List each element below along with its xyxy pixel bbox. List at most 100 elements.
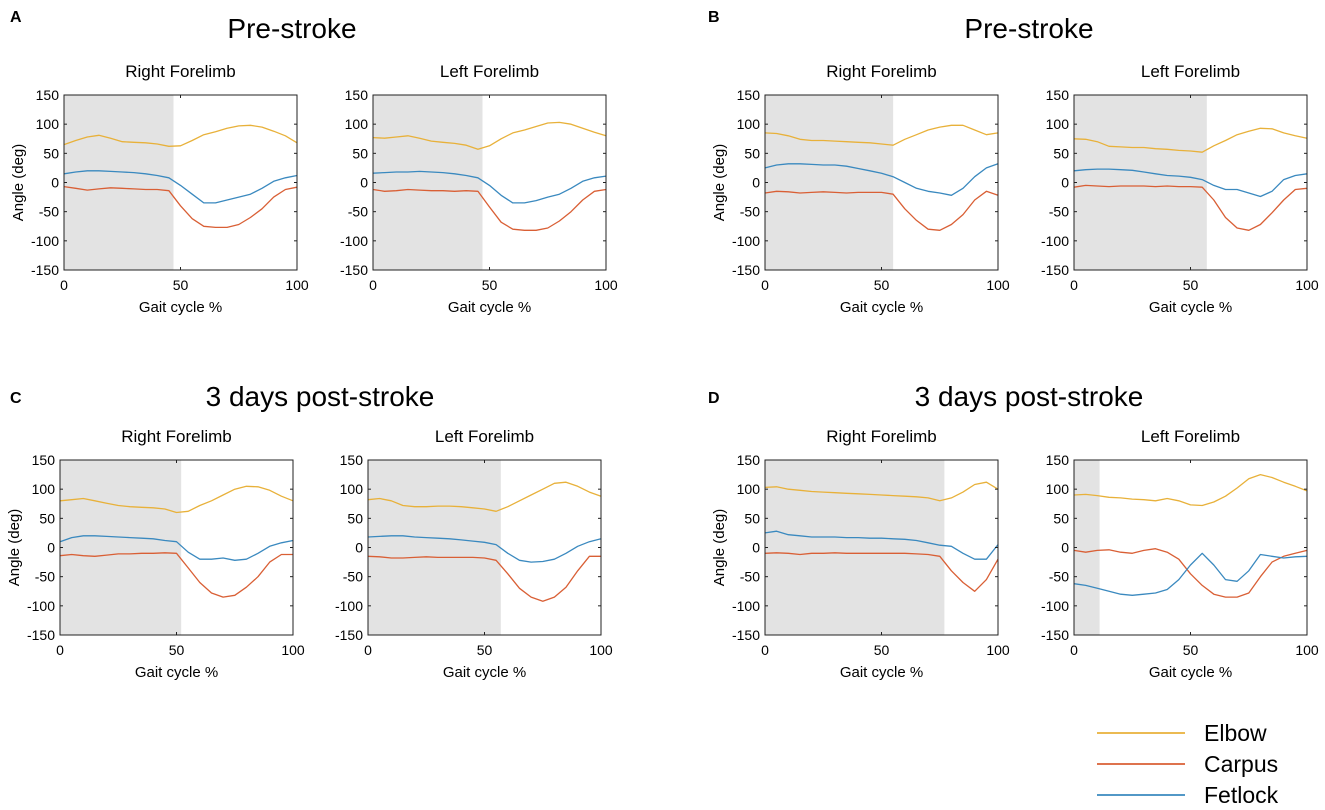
- series-line-carpus: [372, 188, 607, 231]
- series-line-carpus: [1073, 184, 1308, 231]
- y-tick-label: -150: [1041, 262, 1069, 278]
- y-tick-label: -50: [39, 204, 59, 220]
- stance-phase-shading: [765, 95, 894, 270]
- y-tick-label: -150: [31, 262, 59, 278]
- x-axis-label: Gait cycle %: [443, 664, 526, 681]
- y-tick-label: -100: [732, 598, 760, 614]
- x-tick-label: 0: [1070, 277, 1078, 293]
- x-tick-label: 50: [169, 642, 185, 658]
- y-tick-label: -150: [335, 627, 363, 643]
- subplot-title: Right Forelimb: [125, 62, 236, 81]
- y-tick-label: 150: [36, 87, 60, 103]
- y-tick-label: -50: [343, 569, 363, 585]
- x-tick-label: 50: [1183, 277, 1199, 293]
- panel-title: Pre-stroke: [227, 13, 356, 44]
- y-tick-label: 150: [340, 452, 364, 468]
- x-tick-label: 0: [1070, 642, 1078, 658]
- series-line-fetlock: [1073, 552, 1308, 596]
- x-tick-label: 0: [761, 642, 769, 658]
- series-line-elbow: [1073, 473, 1308, 507]
- x-tick-label: 50: [477, 642, 493, 658]
- y-axis-label: Angle (deg): [711, 144, 728, 222]
- x-tick-label: 0: [761, 277, 769, 293]
- y-tick-label: -100: [1041, 598, 1069, 614]
- panel-letter: C: [10, 390, 22, 407]
- series-line-carpus: [63, 185, 298, 229]
- panel-d: D 3 days post-stroke Right Forelimb 150 100 5…: [708, 381, 1319, 681]
- y-tick-label: -150: [27, 627, 55, 643]
- subplot-title: Left Forelimb: [1141, 427, 1240, 446]
- y-tick-label: 50: [347, 510, 363, 526]
- y-tick-label: -50: [1049, 569, 1069, 585]
- series-line-fetlock: [764, 163, 999, 196]
- y-tick-label: -50: [1049, 204, 1069, 220]
- x-axis-label: Gait cycle %: [840, 664, 923, 681]
- y-tick-label: 0: [47, 540, 55, 556]
- stance-phase-shading: [1074, 95, 1207, 270]
- legend: Elbow Carpus Fetlock: [1097, 720, 1279, 808]
- x-tick-label: 100: [281, 642, 305, 658]
- panel-a: A Pre-stroke Right Forelimb 150 100 50 0 -50 -10…: [10, 9, 618, 316]
- x-axis-label: Gait cycle %: [1149, 664, 1232, 681]
- x-tick-label: 100: [986, 642, 1010, 658]
- series-line-fetlock: [367, 535, 602, 563]
- y-tick-label: -50: [35, 569, 55, 585]
- panel-letter: B: [708, 9, 720, 26]
- y-tick-label: -100: [27, 598, 55, 614]
- y-tick-label: 0: [360, 175, 368, 191]
- series-line-carpus: [764, 552, 999, 592]
- x-tick-label: 100: [589, 642, 613, 658]
- legend-label-carpus: Carpus: [1204, 751, 1278, 777]
- series-line-carpus: [764, 190, 999, 231]
- subplot-title: Left Forelimb: [435, 427, 534, 446]
- series-line-elbow: [367, 481, 602, 512]
- x-tick-label: 100: [986, 277, 1010, 293]
- y-tick-label: 150: [1046, 452, 1070, 468]
- panel-title: 3 days post-stroke: [915, 381, 1144, 412]
- y-tick-label: 0: [1061, 540, 1069, 556]
- series-line-fetlock: [372, 170, 607, 204]
- series-line-elbow: [59, 485, 294, 514]
- x-tick-label: 100: [285, 277, 309, 293]
- panel-title: Pre-stroke: [964, 13, 1093, 44]
- legend-label-fetlock: Fetlock: [1204, 782, 1279, 808]
- y-tick-label: 150: [345, 87, 369, 103]
- y-tick-label: -150: [732, 262, 760, 278]
- y-tick-label: -100: [732, 233, 760, 249]
- series-line-elbow: [764, 124, 999, 146]
- y-tick-label: 100: [345, 116, 369, 132]
- y-tick-label: 100: [340, 481, 364, 497]
- y-tick-label: 50: [1053, 510, 1069, 526]
- y-tick-label: 50: [39, 510, 55, 526]
- subplot-title: Right Forelimb: [826, 62, 937, 81]
- subplot-title: Right Forelimb: [826, 427, 937, 446]
- x-tick-label: 50: [874, 642, 890, 658]
- x-tick-label: 50: [173, 277, 189, 293]
- y-axis-label: Angle (deg): [6, 509, 23, 587]
- y-axis-label: Angle (deg): [711, 509, 728, 587]
- y-tick-label: -150: [340, 262, 368, 278]
- y-axis-label: Angle (deg): [10, 144, 27, 222]
- x-axis-label: Gait cycle %: [1149, 299, 1232, 316]
- y-tick-label: -150: [1041, 627, 1069, 643]
- x-tick-label: 50: [1183, 642, 1199, 658]
- x-tick-label: 0: [369, 277, 377, 293]
- series-line-fetlock: [764, 530, 999, 560]
- y-tick-label: 0: [1061, 175, 1069, 191]
- panel-letter: D: [708, 390, 720, 407]
- y-tick-label: 50: [1053, 145, 1069, 161]
- y-tick-label: -50: [348, 204, 368, 220]
- y-tick-label: 100: [737, 481, 761, 497]
- y-tick-label: 150: [32, 452, 56, 468]
- stance-phase-shading: [373, 95, 483, 270]
- y-tick-label: 150: [1046, 87, 1070, 103]
- y-tick-label: 0: [355, 540, 363, 556]
- y-tick-label: 150: [737, 87, 761, 103]
- y-tick-label: -50: [740, 204, 760, 220]
